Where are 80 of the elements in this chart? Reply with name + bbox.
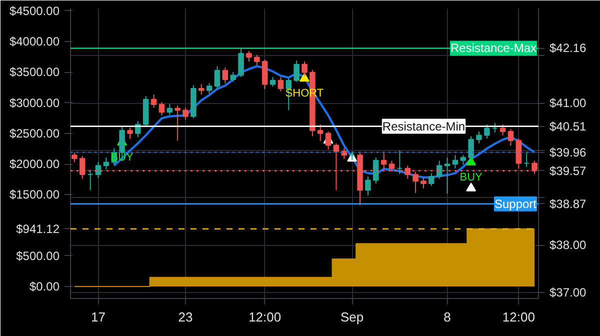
- candlestick: [278, 76, 284, 92]
- candlestick: [420, 177, 426, 189]
- candlestick: [230, 71, 236, 82]
- candlestick: [388, 160, 395, 172]
- candlestick: [246, 50, 252, 62]
- candlestick: [532, 160, 538, 175]
- candlestick: [444, 157, 450, 194]
- candlestick: [254, 54, 260, 66]
- candlestick: [380, 152, 387, 169]
- candlestick: [468, 136, 474, 160]
- ref-line-label: Support: [494, 196, 538, 211]
- candlestick: [270, 76, 276, 88]
- y-tick-label: $2000.00: [9, 157, 60, 172]
- y2-tick-label: $38.87: [550, 196, 587, 211]
- candlestick: [404, 165, 410, 180]
- data-label: BUY: [460, 171, 484, 184]
- y2-tick-label: $39.96: [550, 145, 587, 160]
- candlestick: [396, 150, 403, 175]
- y-tick-label: $4000.00: [9, 34, 60, 49]
- x-tick-label: 23: [178, 310, 193, 324]
- candlestick: [452, 154, 458, 169]
- y2-tick-label: $40.51: [550, 119, 587, 134]
- candlestick: [428, 172, 434, 186]
- x-tick-label: 12:00: [248, 310, 282, 324]
- candlestick: [214, 66, 220, 90]
- candlestick: [150, 94, 157, 108]
- point: [300, 72, 310, 82]
- y-tick-label: $1500.00: [9, 188, 60, 202]
- candlestick: [333, 142, 340, 191]
- candlestick: [508, 128, 514, 146]
- y2-tick-label: $38.00: [550, 238, 587, 252]
- point: [466, 156, 476, 166]
- candlestick: [294, 60, 300, 82]
- candlestick: [325, 131, 332, 150]
- y2-tick-label: $39.57: [550, 164, 587, 178]
- candlestick: [365, 176, 371, 196]
- candlestick: [80, 156, 86, 180]
- y-tick-label: $500.00: [16, 248, 60, 263]
- candlestick: [500, 124, 506, 136]
- candlestick: [95, 162, 102, 178]
- candlestick: [302, 60, 308, 76]
- candlestick: [484, 124, 490, 140]
- candlestick: [87, 170, 94, 191]
- candlestick: [103, 157, 110, 170]
- candlestick: [317, 124, 324, 142]
- y2-tick-label: $42.16: [550, 41, 587, 56]
- candlestick: [174, 104, 180, 141]
- candlestick: [72, 152, 78, 163]
- candlestick: [166, 104, 173, 116]
- candlestick: [198, 84, 204, 96]
- candlestick: [436, 160, 442, 180]
- candlestick: [460, 154, 466, 166]
- candlestick: [222, 67, 228, 84]
- ref-line-label: Resistance-Min: [382, 119, 466, 134]
- candlestick: [238, 48, 244, 78]
- candlestick: [524, 152, 530, 168]
- x-tick-label: 12:00: [502, 310, 535, 324]
- x-tick-label: 17: [91, 310, 106, 324]
- y-tick-label: $3000.00: [9, 96, 60, 110]
- candlestick: [373, 157, 379, 184]
- candlestick: [492, 122, 498, 133]
- y2-tick-label: $37.00: [550, 285, 587, 300]
- candlestick: [412, 171, 418, 194]
- ref-line-label: Resistance-Max: [450, 41, 537, 56]
- candlestick: [516, 138, 522, 169]
- y-tick-label: $941.12: [16, 222, 60, 236]
- y-tick-label: $4500.00: [9, 4, 60, 18]
- y-tick-label: $3500.00: [9, 65, 60, 80]
- candlestick: [182, 107, 188, 120]
- y2-tick-label: $41.00: [550, 96, 587, 110]
- candlestick: [206, 82, 212, 94]
- candlestick: [262, 59, 268, 90]
- candlestick: [158, 102, 165, 116]
- x-tick-label: Sep: [340, 310, 364, 324]
- x-tick-label: 8: [444, 310, 451, 324]
- candlestick: [476, 131, 482, 144]
- candlestick: [127, 127, 133, 140]
- y-tick-label: $0.00: [29, 280, 60, 294]
- y-tick-label: $2500.00: [9, 126, 60, 140]
- point: [466, 182, 476, 192]
